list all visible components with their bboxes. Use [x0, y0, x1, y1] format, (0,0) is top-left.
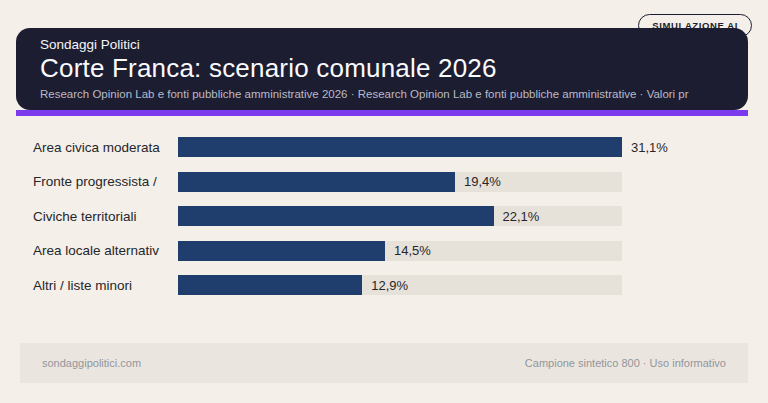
category-label: Area locale alternativ — [33, 243, 178, 258]
footer-note: Campione sintetico 800 · Uso informativo — [525, 357, 726, 369]
chart-row: Altri / liste minori 12,9% — [33, 275, 752, 295]
category-label: Civiche territoriali — [33, 209, 178, 224]
chart-row: Area civica moderata31,1% — [33, 137, 752, 157]
bar-fill — [178, 206, 494, 226]
chart-row: Area locale alternativ 14,5% — [33, 241, 752, 261]
value-label: 19,4% — [464, 174, 501, 189]
category-label: Altri / liste minori — [33, 278, 178, 293]
bar-fill — [178, 137, 622, 157]
bar-fill — [178, 172, 455, 192]
page-title: Corte Franca: scenario comunale 2026 — [40, 54, 724, 83]
header-card: Sondaggi Politici Corte Franca: scenario… — [16, 28, 748, 110]
accent-stripe — [16, 110, 748, 116]
value-label: 22,1% — [503, 209, 540, 224]
bar-fill — [178, 275, 362, 295]
chart-row: Fronte progressista / 19,4% — [33, 172, 752, 192]
bar-track: 12,9% — [178, 275, 622, 295]
brand-name: Sondaggi Politici — [40, 37, 724, 52]
value-label: 31,1% — [631, 140, 668, 155]
page-subtitle: Research Opinion Lab e fonti pubbliche a… — [40, 88, 724, 100]
footer-site: sondaggipolitici.com — [42, 357, 141, 369]
bar-track: 31,1% — [178, 137, 622, 157]
footer-band: sondaggipolitici.com Campione sintetico … — [20, 343, 748, 383]
value-label: 14,5% — [394, 243, 431, 258]
bar-track: 22,1% — [178, 206, 622, 226]
bar-chart: Area civica moderata31,1%Fronte progress… — [33, 137, 752, 310]
value-label: 12,9% — [371, 278, 408, 293]
bar-track: 19,4% — [178, 172, 622, 192]
bar-track: 14,5% — [178, 241, 622, 261]
category-label: Area civica moderata — [33, 140, 178, 155]
category-label: Fronte progressista / — [33, 174, 178, 189]
bar-fill — [178, 241, 385, 261]
chart-row: Civiche territoriali 22,1% — [33, 206, 752, 226]
